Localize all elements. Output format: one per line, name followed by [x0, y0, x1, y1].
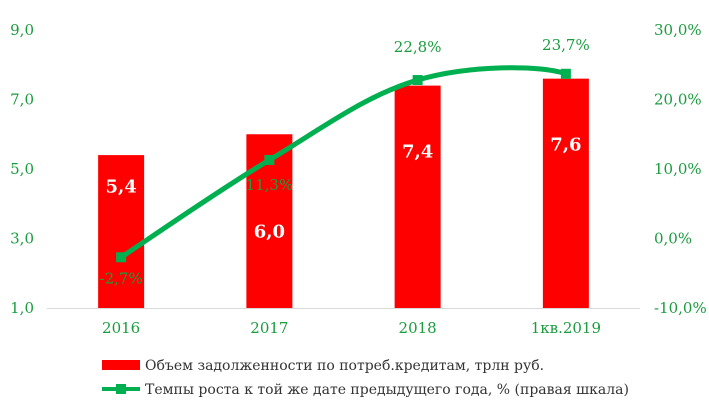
right-tick-label: 0,0% — [654, 230, 692, 248]
x-tick-label: 2017 — [250, 319, 288, 337]
line-marker — [116, 252, 127, 263]
growth-line-markers — [116, 68, 571, 263]
line-data-labels: -2,7% 11,3% 22,8% 23,7% — [100, 36, 590, 287]
bar — [98, 155, 145, 308]
x-axis-ticks: 2016 2017 2018 1кв.2019 — [102, 319, 601, 337]
line-marker — [412, 75, 423, 86]
line-marker — [560, 68, 571, 79]
right-axis-ticks: -10,0% 0,0% 10,0% 20,0% 30,0% — [654, 21, 707, 317]
left-axis-ticks: 1,0 3,0 5,0 7,0 9,0 — [10, 21, 34, 317]
x-tick-label: 1кв.2019 — [531, 319, 601, 337]
legend-swatch-bar — [102, 360, 140, 370]
legend: Объем задолженности по потреб.кредитам, … — [102, 358, 629, 398]
line-value-label: 11,3% — [246, 176, 294, 194]
bar — [542, 78, 589, 309]
growth-line — [118, 65, 569, 260]
legend-label-line: Темпы роста к той же дате предыдущего го… — [145, 382, 629, 398]
legend-label-bar: Объем задолженности по потреб.кредитам, … — [145, 358, 544, 374]
right-tick-label: -10,0% — [654, 299, 707, 317]
line-value-label: -2,7% — [100, 269, 143, 287]
left-tick-label: 7,0 — [10, 91, 34, 109]
right-tick-label: 10,0% — [654, 160, 702, 178]
left-tick-label: 1,0 — [10, 299, 34, 317]
bar — [394, 85, 441, 308]
bar-data-labels: 5,4 6,0 7,4 7,6 — [105, 135, 581, 243]
right-tick-label: 30,0% — [654, 21, 702, 39]
bar-value-label: 6,0 — [254, 222, 285, 243]
left-tick-label: 3,0 — [10, 230, 34, 248]
x-tick-label: 2016 — [102, 319, 140, 337]
right-tick-label: 20,0% — [654, 91, 702, 109]
line-value-label: 23,7% — [542, 36, 590, 54]
bar-value-label: 7,6 — [550, 135, 581, 156]
line-value-label: 22,8% — [394, 38, 442, 56]
x-tick-label: 2018 — [399, 319, 437, 337]
left-tick-label: 9,0 — [10, 21, 34, 39]
left-tick-label: 5,0 — [10, 160, 34, 178]
legend-swatch-marker — [116, 384, 126, 394]
line-marker — [264, 154, 275, 165]
bar-value-label: 5,4 — [105, 176, 136, 197]
bar-value-label: 7,4 — [402, 142, 433, 163]
